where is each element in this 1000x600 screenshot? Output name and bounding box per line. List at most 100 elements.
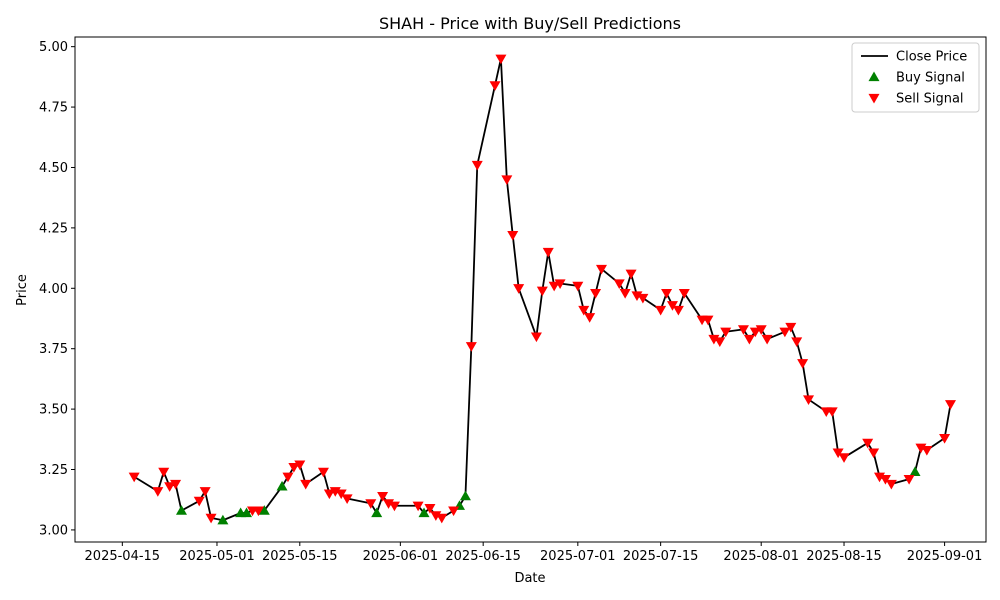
y-tick-label: 3.25 <box>39 463 68 478</box>
y-tick-label: 4.50 <box>39 161 68 176</box>
y-tick-label: 4.75 <box>39 101 68 116</box>
sell-signal-marker <box>921 446 933 456</box>
legend-buy-swatch <box>868 71 880 82</box>
sell-signal-marker <box>323 489 335 500</box>
sell-signal-marker <box>495 54 507 65</box>
sell-signal-marker <box>377 491 389 502</box>
y-tick-label: 3.75 <box>39 342 68 357</box>
sell-signal-marker <box>749 327 761 338</box>
sell-signal-marker <box>288 462 300 473</box>
sell-signal-marker <box>489 81 501 91</box>
x-axis-title: Date <box>514 571 545 586</box>
sell-signal-marker <box>661 288 673 299</box>
sell-signal-marker <box>666 301 678 311</box>
sell-signal-marker <box>584 313 596 323</box>
x-tick-label: 2025-08-15 <box>806 549 882 564</box>
sell-signal-marker <box>536 286 548 297</box>
sell-signal-marker <box>613 279 625 289</box>
legend-label: Close Price <box>896 50 967 65</box>
sell-signal-marker <box>678 288 690 299</box>
sell-signal-marker <box>430 511 442 521</box>
buy-signal-marker <box>217 514 229 525</box>
legend-box <box>851 42 980 113</box>
sell-signal-marker <box>838 453 850 463</box>
buy-signal-marker <box>241 507 253 518</box>
x-tick-label: 2025-09-01 <box>907 549 983 564</box>
x-tick-label: 2025-05-01 <box>179 549 255 564</box>
buy-signal-marker <box>418 507 430 518</box>
sell-signal-marker <box>797 359 809 369</box>
sell-signal-marker <box>785 322 797 333</box>
sell-signal-marker <box>329 487 341 497</box>
sell-signal-marker <box>300 479 312 490</box>
y-tick-label: 3.00 <box>39 523 68 538</box>
x-axis: 2025-04-15 2025-05-01 2025-05-15 2025-06-01… <box>85 542 983 564</box>
legend: Close Price Buy Signal Sell Signal <box>851 42 980 113</box>
x-tick-label: 2025-06-01 <box>363 549 439 564</box>
buy-signal-marker <box>276 480 288 491</box>
buy-signal-marker <box>258 505 270 515</box>
y-tick-label: 4.00 <box>39 282 68 297</box>
sell-signal-marker <box>595 264 607 275</box>
sell-signal-marker <box>779 327 791 338</box>
sell-signal-marker <box>619 288 631 299</box>
sell-signal-marker <box>252 506 264 517</box>
sell-signal-marker <box>945 400 957 410</box>
sell-signal-marker <box>572 281 584 292</box>
sell-signal-marker <box>885 479 897 490</box>
sell-signal-marker <box>720 327 732 338</box>
sell-signal-marker <box>879 475 891 485</box>
sell-signal-marker <box>702 315 714 326</box>
sell-signal-marker <box>507 231 519 241</box>
sell-signal-marker <box>791 337 803 347</box>
buy-signal-marker <box>175 505 187 515</box>
y-tick-label: 5.00 <box>39 40 68 55</box>
sell-signal-marker <box>282 472 294 483</box>
sell-signal-marker <box>590 288 602 299</box>
buy-signal-marker <box>371 507 383 518</box>
sell-signal-marker <box>436 513 448 524</box>
x-tick-label: 2025-05-15 <box>262 549 338 564</box>
y-axis: 3.00 3.25 3.50 3.75 4.00 4.25 4.50 4.75 5.00 <box>39 40 75 538</box>
sell-signal-marker <box>388 501 400 512</box>
sell-signal-marker <box>412 501 424 512</box>
sell-signal-marker <box>158 467 170 478</box>
y-axis-title: Price <box>15 274 30 306</box>
sell-signal-marker <box>383 499 395 509</box>
sell-signal-marker <box>471 160 483 171</box>
sell-signal-marker <box>317 467 329 478</box>
sell-signal-marker <box>637 293 649 304</box>
sell-signal-marker <box>939 433 951 444</box>
y-tick-label: 3.50 <box>39 403 68 418</box>
sell-signal-marker <box>548 281 560 292</box>
legend-label: Buy Signal <box>896 71 965 86</box>
sell-signal-marker <box>737 325 749 335</box>
sell-signal-marker <box>672 305 684 316</box>
sell-signal-marker <box>294 460 306 471</box>
chart-title: SHAH - Price with Buy/Sell Predictions <box>379 14 681 33</box>
buy-signal-marker <box>909 466 921 477</box>
x-tick-label: 2025-07-01 <box>540 549 616 564</box>
sell-signal-marker <box>170 479 182 490</box>
sell-signal-marker <box>448 506 460 517</box>
sell-signal-marker <box>128 472 140 483</box>
legend-label: Sell Signal <box>896 92 964 107</box>
sell-signal-marker <box>205 513 217 524</box>
sell-signal-marker <box>826 407 838 418</box>
sell-signal-marker <box>743 334 755 345</box>
sell-signal-marker <box>365 499 377 509</box>
sell-signal-marker <box>335 489 347 500</box>
sell-signal-marker <box>542 247 554 258</box>
sell-signal-marker <box>164 482 176 492</box>
buy-signal-marker <box>459 490 471 501</box>
sell-signal-marker <box>199 487 211 497</box>
sell-signal-marker <box>868 448 880 459</box>
sell-signal-marker <box>655 305 667 316</box>
sell-signal-marker <box>755 325 767 335</box>
x-tick-label: 2025-08-01 <box>723 549 799 564</box>
plot-frame <box>74 36 987 543</box>
y-tick-label: 4.25 <box>39 221 68 236</box>
sell-signal-marker <box>862 438 874 449</box>
